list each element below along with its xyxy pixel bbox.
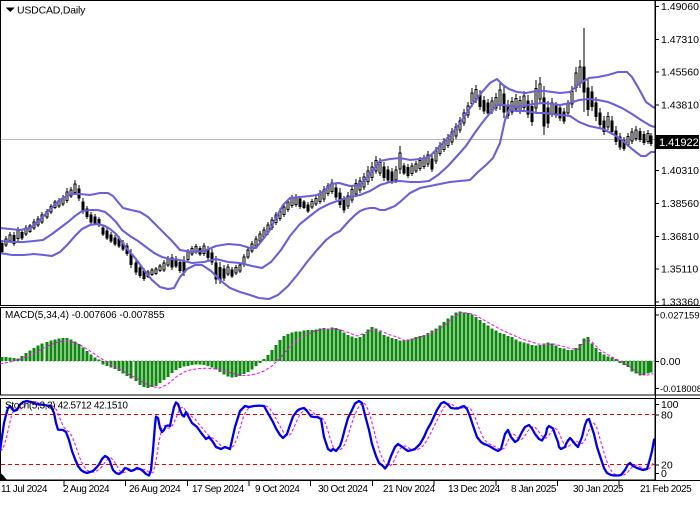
svg-text:1.43810: 1.43810	[661, 100, 699, 112]
svg-text:1.45560: 1.45560	[661, 67, 699, 79]
svg-text:MACD(5,34,4) -0.007606 -0.0078: MACD(5,34,4) -0.007606 -0.007855	[5, 310, 165, 321]
svg-text:21 Nov 2024: 21 Nov 2024	[383, 484, 436, 495]
svg-text:1.47310: 1.47310	[661, 34, 699, 46]
svg-text:11 Jul 2024: 11 Jul 2024	[1, 484, 48, 495]
svg-text:1.49060: 1.49060	[661, 1, 699, 13]
svg-text:2 Aug 2024: 2 Aug 2024	[63, 484, 110, 495]
svg-text:Stoch(5,3,3) 42.5712 42.1510: Stoch(5,3,3) 42.5712 42.1510	[5, 401, 128, 412]
svg-text:USDCAD,Daily: USDCAD,Daily	[17, 5, 86, 17]
svg-text:0.00: 0.00	[660, 356, 681, 368]
svg-text:13 Dec 2024: 13 Dec 2024	[448, 484, 501, 495]
svg-text:8 Jan 2025: 8 Jan 2025	[511, 484, 557, 495]
svg-text:1.33360: 1.33360	[661, 297, 699, 309]
svg-text:1.35110: 1.35110	[661, 264, 698, 276]
svg-text:1.40310: 1.40310	[661, 165, 699, 177]
svg-text:9 Oct 2024: 9 Oct 2024	[255, 484, 300, 495]
svg-text:80: 80	[661, 410, 673, 422]
svg-text:0: 0	[661, 468, 667, 480]
svg-text:30 Oct 2024: 30 Oct 2024	[318, 484, 368, 495]
svg-text:1.36810: 1.36810	[661, 231, 699, 243]
svg-text:1.38560: 1.38560	[661, 198, 699, 210]
svg-text:20: 20	[661, 460, 673, 472]
svg-text:17 Sep 2024: 17 Sep 2024	[192, 484, 245, 495]
svg-text:1.41922: 1.41922	[659, 137, 699, 149]
svg-text:100: 100	[661, 399, 679, 411]
svg-text:26 Aug 2024: 26 Aug 2024	[129, 484, 181, 495]
svg-text:21 Feb 2025: 21 Feb 2025	[640, 484, 692, 495]
svg-text:0.027159: 0.027159	[660, 311, 700, 322]
svg-text:-0.018008: -0.018008	[660, 384, 700, 394]
svg-text:30 Jan 2025: 30 Jan 2025	[573, 484, 624, 495]
